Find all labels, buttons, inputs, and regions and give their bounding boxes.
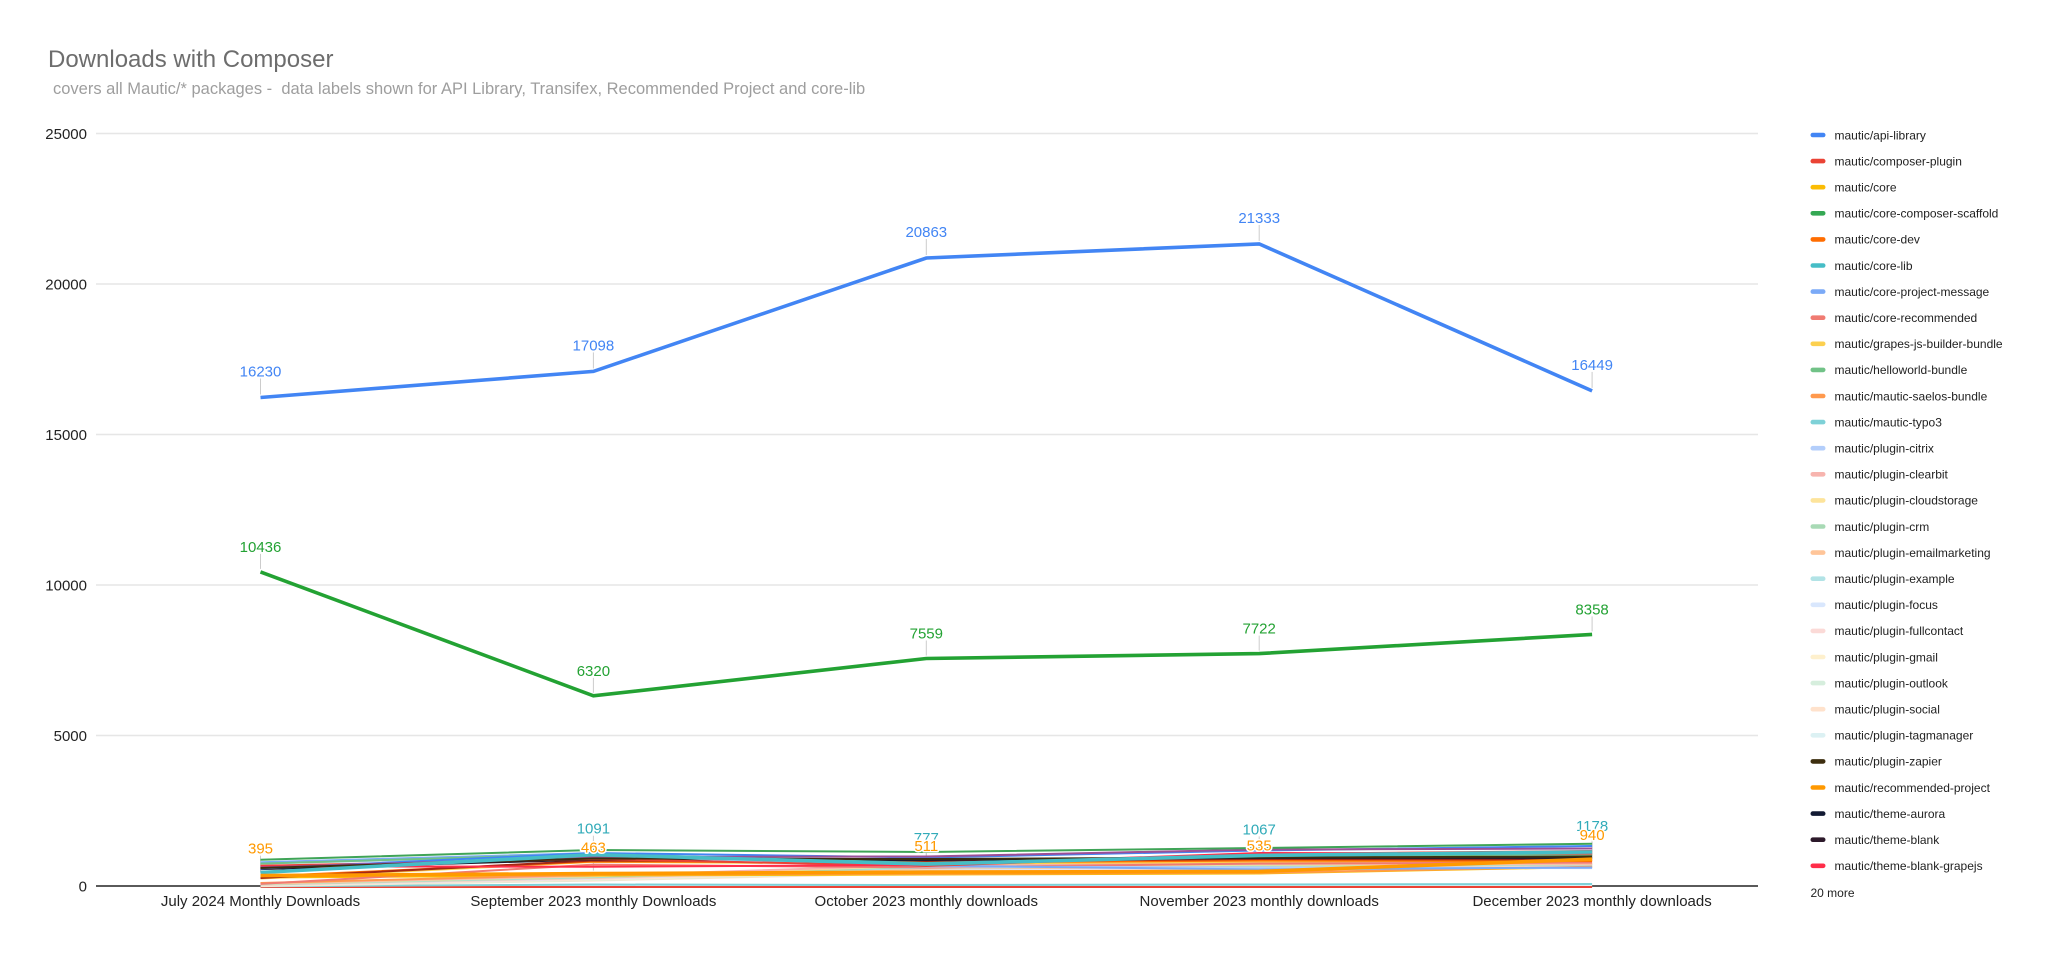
svg-text:mautic/plugin-tagmanager: mautic/plugin-tagmanager (1835, 729, 1974, 743)
svg-text:mautic/mautic-saelos-bundle: mautic/mautic-saelos-bundle (1835, 389, 1988, 403)
svg-text:20863: 20863 (905, 224, 947, 241)
svg-text:7722: 7722 (1243, 621, 1276, 638)
svg-text:16449: 16449 (1571, 357, 1613, 374)
svg-text:October 2023 monthly downloads: October 2023 monthly downloads (815, 893, 1038, 910)
svg-text:November 2023 monthly download: November 2023 monthly downloads (1140, 893, 1379, 910)
svg-text:mautic/plugin-citrix: mautic/plugin-citrix (1835, 442, 1934, 456)
svg-text:mautic/helloworld-bundle: mautic/helloworld-bundle (1835, 363, 1968, 377)
svg-text:mautic/plugin-crm: mautic/plugin-crm (1835, 520, 1930, 534)
svg-text:535: 535 (1247, 837, 1272, 854)
svg-text:mautic/plugin-focus: mautic/plugin-focus (1835, 598, 1938, 612)
svg-text:5000: 5000 (54, 728, 87, 745)
svg-text:mautic/plugin-social: mautic/plugin-social (1835, 703, 1940, 717)
svg-text:25000: 25000 (45, 126, 87, 143)
svg-text:mautic/core-project-message: mautic/core-project-message (1835, 285, 1990, 299)
svg-text:395: 395 (248, 841, 273, 858)
svg-text:7559: 7559 (910, 626, 943, 643)
svg-text:463: 463 (581, 840, 606, 857)
svg-text:mautic/plugin-example: mautic/plugin-example (1835, 572, 1955, 586)
svg-text:mautic/recommended-project: mautic/recommended-project (1835, 781, 1991, 795)
svg-text:September 2023 monthly Downloa: September 2023 monthly Downloads (470, 893, 716, 910)
svg-text:mautic/theme-blank-grapejs: mautic/theme-blank-grapejs (1835, 859, 1983, 873)
svg-text:mautic/core: mautic/core (1835, 181, 1897, 195)
svg-text:mautic/api-library: mautic/api-library (1835, 128, 1926, 142)
svg-text:20000: 20000 (45, 276, 87, 293)
svg-text:511: 511 (914, 838, 938, 855)
svg-text:mautic/grapes-js-builder-bundl: mautic/grapes-js-builder-bundle (1835, 337, 2003, 351)
svg-text:21333: 21333 (1238, 210, 1280, 227)
svg-text:mautic/plugin-outlook: mautic/plugin-outlook (1835, 676, 1949, 690)
svg-text:15000: 15000 (45, 427, 87, 444)
svg-text:mautic/plugin-fullcontact: mautic/plugin-fullcontact (1835, 624, 1964, 638)
svg-text:1091: 1091 (577, 821, 610, 838)
svg-text:17098: 17098 (573, 337, 615, 354)
svg-text:mautic/core-composer-scaffold: mautic/core-composer-scaffold (1835, 207, 1999, 221)
svg-text:777: 777 (914, 830, 939, 847)
svg-text:December 2023 monthly download: December 2023 monthly downloads (1472, 893, 1711, 910)
svg-text:mautic/plugin-emailmarketing: mautic/plugin-emailmarketing (1835, 546, 1991, 560)
svg-text:mautic/mautic-typo3: mautic/mautic-typo3 (1835, 415, 1943, 429)
svg-text:1067: 1067 (1243, 821, 1276, 838)
svg-text:mautic/core-dev: mautic/core-dev (1835, 233, 1920, 247)
svg-text:mautic/core-recommended: mautic/core-recommended (1835, 311, 1978, 325)
svg-text:20 more: 20 more (1811, 886, 1855, 900)
svg-text:940: 940 (1580, 827, 1605, 844)
svg-text:1178: 1178 (1576, 818, 1608, 835)
svg-text:10000: 10000 (45, 577, 87, 594)
svg-text:6320: 6320 (577, 663, 610, 680)
svg-text:Downloads with Composer: Downloads with Composer (48, 46, 333, 73)
svg-text:covers all Mautic/* packages -: covers all Mautic/* packages - data labe… (53, 80, 865, 98)
svg-text:mautic/theme-blank: mautic/theme-blank (1835, 833, 1941, 847)
svg-text:16230: 16230 (240, 364, 282, 381)
svg-text:mautic/composer-plugin: mautic/composer-plugin (1835, 154, 1962, 168)
svg-text:mautic/plugin-gmail: mautic/plugin-gmail (1835, 650, 1938, 664)
svg-text:July 2024 Monthly Downloads: July 2024 Monthly Downloads (161, 893, 360, 910)
svg-text:mautic/plugin-clearbit: mautic/plugin-clearbit (1835, 468, 1949, 482)
svg-text:0: 0 (79, 878, 87, 895)
svg-text:8358: 8358 (1575, 601, 1608, 618)
svg-text:mautic/plugin-zapier: mautic/plugin-zapier (1835, 755, 1942, 769)
svg-text:mautic/plugin-cloudstorage: mautic/plugin-cloudstorage (1835, 494, 1979, 508)
svg-text:10436: 10436 (240, 539, 282, 556)
svg-text:mautic/theme-aurora: mautic/theme-aurora (1835, 807, 1946, 821)
svg-text:mautic/core-lib: mautic/core-lib (1835, 259, 1913, 273)
